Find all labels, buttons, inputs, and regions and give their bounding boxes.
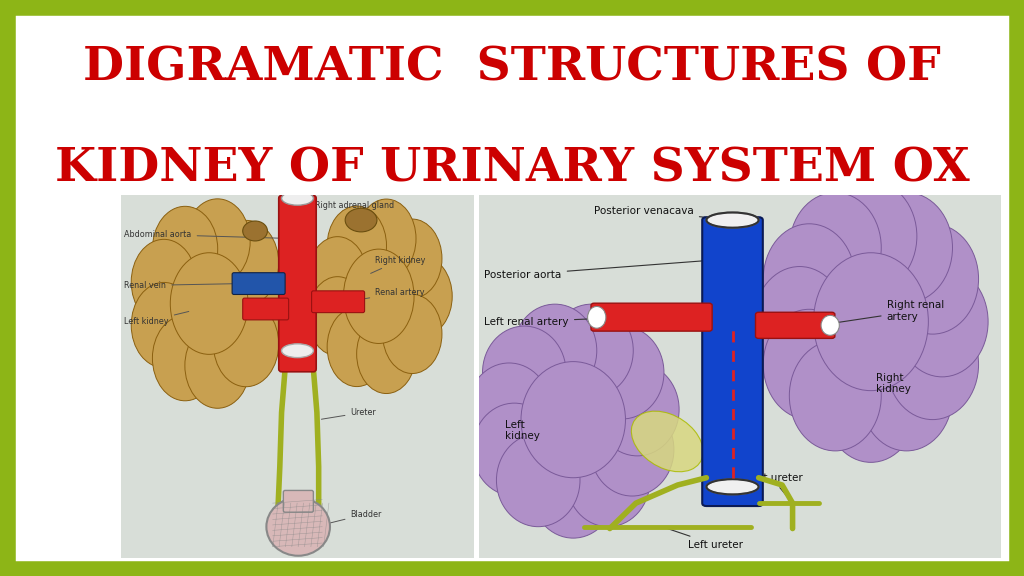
- Text: Ureter: Ureter: [322, 408, 376, 419]
- Ellipse shape: [482, 326, 566, 419]
- Text: Right
kidney: Right kidney: [877, 373, 911, 394]
- Ellipse shape: [596, 363, 679, 456]
- Ellipse shape: [581, 326, 664, 419]
- Ellipse shape: [327, 206, 386, 285]
- Ellipse shape: [707, 479, 759, 494]
- Text: Renal vein: Renal vein: [124, 281, 239, 290]
- FancyBboxPatch shape: [591, 303, 712, 331]
- Ellipse shape: [356, 199, 416, 278]
- Text: Abdominal aorta: Abdominal aorta: [124, 230, 279, 239]
- Ellipse shape: [467, 363, 551, 456]
- Ellipse shape: [345, 209, 377, 232]
- Ellipse shape: [825, 352, 916, 463]
- Ellipse shape: [825, 181, 916, 291]
- Ellipse shape: [887, 309, 979, 419]
- Ellipse shape: [356, 314, 416, 393]
- Ellipse shape: [153, 206, 218, 291]
- Ellipse shape: [185, 199, 250, 284]
- Ellipse shape: [282, 191, 313, 205]
- Ellipse shape: [790, 192, 882, 303]
- FancyBboxPatch shape: [311, 291, 365, 313]
- Ellipse shape: [266, 498, 330, 556]
- Text: Left kidney: Left kidney: [124, 312, 188, 326]
- Text: Right adrenal gland: Right adrenal gland: [315, 201, 394, 218]
- Text: Right renal
artery: Right renal artery: [821, 300, 944, 325]
- FancyBboxPatch shape: [284, 490, 313, 512]
- FancyBboxPatch shape: [702, 217, 763, 506]
- Text: Right kidney: Right kidney: [371, 256, 426, 274]
- Ellipse shape: [393, 257, 453, 336]
- Ellipse shape: [763, 224, 855, 334]
- Ellipse shape: [243, 221, 267, 241]
- Ellipse shape: [497, 434, 580, 526]
- Text: Bladder: Bladder: [325, 510, 382, 524]
- Ellipse shape: [383, 294, 442, 373]
- FancyBboxPatch shape: [756, 312, 835, 338]
- Ellipse shape: [813, 253, 929, 391]
- Ellipse shape: [754, 267, 846, 377]
- Ellipse shape: [632, 411, 703, 472]
- Ellipse shape: [550, 304, 633, 397]
- Ellipse shape: [763, 309, 855, 419]
- Text: Posterior aorta: Posterior aorta: [484, 260, 712, 279]
- Ellipse shape: [860, 192, 952, 303]
- Ellipse shape: [327, 308, 386, 386]
- Ellipse shape: [308, 276, 368, 356]
- Ellipse shape: [707, 213, 759, 228]
- FancyBboxPatch shape: [232, 272, 285, 294]
- Ellipse shape: [213, 221, 279, 306]
- Ellipse shape: [821, 315, 840, 335]
- Ellipse shape: [282, 344, 313, 358]
- Ellipse shape: [131, 282, 197, 367]
- Ellipse shape: [588, 306, 606, 328]
- Ellipse shape: [591, 403, 674, 496]
- Text: DIGRAMATIC  STRUCTURES OF: DIGRAMATIC STRUCTURES OF: [83, 45, 941, 91]
- Ellipse shape: [790, 340, 882, 451]
- Text: Right ureter: Right ureter: [740, 473, 803, 501]
- FancyBboxPatch shape: [243, 298, 289, 320]
- Ellipse shape: [860, 340, 952, 451]
- Ellipse shape: [472, 403, 556, 496]
- Ellipse shape: [521, 362, 626, 478]
- Ellipse shape: [213, 301, 279, 386]
- Ellipse shape: [170, 253, 248, 354]
- Text: Renal artery: Renal artery: [349, 288, 425, 301]
- Ellipse shape: [383, 219, 442, 298]
- Ellipse shape: [185, 323, 250, 408]
- Text: Left ureter: Left ureter: [665, 528, 743, 550]
- Ellipse shape: [308, 237, 368, 316]
- Text: KIDNEY OF URINARY SYSTEM OX: KIDNEY OF URINARY SYSTEM OX: [54, 146, 970, 192]
- Ellipse shape: [343, 249, 414, 343]
- Ellipse shape: [896, 267, 988, 377]
- Ellipse shape: [224, 261, 290, 346]
- Ellipse shape: [513, 304, 597, 397]
- Ellipse shape: [531, 445, 615, 538]
- Ellipse shape: [566, 434, 650, 526]
- FancyBboxPatch shape: [279, 195, 316, 372]
- Ellipse shape: [887, 224, 979, 334]
- Text: Posterior venacava: Posterior venacava: [594, 206, 730, 220]
- Text: Left renal artery: Left renal artery: [484, 317, 623, 327]
- Text: Left
kidney: Left kidney: [506, 420, 541, 441]
- Ellipse shape: [131, 240, 197, 325]
- Ellipse shape: [153, 316, 218, 401]
